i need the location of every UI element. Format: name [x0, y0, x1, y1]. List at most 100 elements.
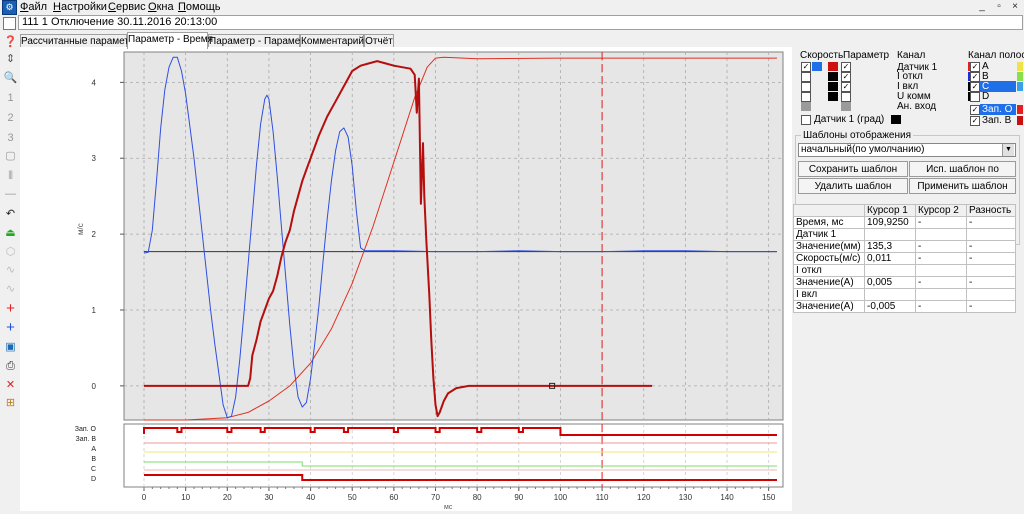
cursor-1-icon[interactable]: 1: [7, 92, 14, 104]
menu-bar: ⚙ Файл Настройки Сервис Окна Помощь _ ▫ …: [0, 0, 1024, 15]
band-checkbox-zap-o[interactable]: ✓: [970, 105, 980, 115]
print-icon[interactable]: ⎙: [6, 360, 15, 372]
add-red-icon[interactable]: +: [6, 300, 15, 317]
speed-color-5: [801, 102, 811, 111]
grid-icon[interactable]: ⊞: [5, 397, 16, 409]
speed-checkbox-2[interactable]: [801, 72, 811, 82]
band-color-b[interactable]: [1017, 72, 1023, 81]
table-row[interactable]: Датчик 1: [793, 228, 1016, 241]
table-row[interactable]: Значение(А) -0,005- -: [793, 300, 1016, 313]
wave-icon[interactable]: ∿: [5, 264, 16, 276]
cursor-3-icon[interactable]: 3: [7, 132, 14, 144]
param-color-1[interactable]: [828, 62, 838, 71]
table-cell: [864, 264, 916, 277]
param-color-2[interactable]: [828, 72, 838, 81]
param-checkbox-2[interactable]: ✓: [841, 72, 851, 82]
save-template-as-button[interactable]: Сохранить шаблон как...: [798, 161, 908, 191]
speed-checkbox-1[interactable]: ✓: [801, 62, 811, 72]
help-icon[interactable]: ❓: [3, 36, 18, 48]
grid: [124, 52, 783, 487]
menu-help[interactable]: Помощь: [178, 1, 221, 13]
tab-calculated-params[interactable]: Рассчитанные параметры: [20, 34, 142, 48]
sensor-deg-label: Датчик 1 (град): [814, 114, 885, 125]
minimize-icon[interactable]: _: [979, 1, 985, 12]
use-default-template-button[interactable]: Исп. шаблон по умолч.: [909, 161, 1016, 191]
table-row[interactable]: Скорость(м/с) 0,011- -: [793, 252, 1016, 265]
speed-checkbox-4[interactable]: [801, 92, 811, 102]
param-checkbox-4[interactable]: [841, 92, 851, 102]
digital-channel-label: D: [91, 476, 96, 483]
digital-channel-label: Зап. О: [75, 426, 97, 433]
add-blue-icon[interactable]: +: [6, 319, 15, 336]
tab-report[interactable]: Отчёт: [364, 34, 394, 48]
band-color-zap-v[interactable]: [1017, 116, 1023, 125]
table-row[interactable]: I откл: [793, 264, 1016, 277]
sensor-deg-checkbox[interactable]: [801, 115, 811, 125]
channel-label-1: Датчик 1: [897, 62, 938, 73]
menu-file[interactable]: Файл: [20, 1, 48, 13]
speed-checkbox-3[interactable]: [801, 82, 811, 92]
chart-svg[interactable]: 0 1 2 3 4 0 10 20 30 40 50 60 70 80 90 100 110 120 130 140…: [20, 47, 792, 511]
template-select[interactable]: начальный(по умолчанию) ▼: [798, 143, 1016, 157]
table-cell: Время, мс: [793, 216, 865, 229]
close-window-icon[interactable]: ×: [1012, 1, 1018, 12]
param-checkbox-1[interactable]: ✓: [841, 62, 851, 72]
band-label-zap-v: Зап. В: [982, 115, 1012, 126]
menu-service[interactable]: Сервис: [108, 1, 146, 13]
chevron-down-icon[interactable]: ▼: [1002, 144, 1014, 156]
table-cell: 109,9250: [864, 216, 916, 229]
x-tick-label: 140: [720, 493, 734, 502]
table-cell: [915, 288, 967, 301]
restore-icon[interactable]: ▫: [997, 1, 1001, 12]
tab-param-time[interactable]: Параметр - Время: [127, 32, 213, 49]
table-cell: -: [915, 216, 967, 229]
table-row[interactable]: I вкл: [793, 288, 1016, 301]
menu-settings[interactable]: Настройки: [53, 1, 107, 13]
param-color-4[interactable]: [828, 92, 838, 101]
delete-template-button[interactable]: Удалить шаблон: [798, 178, 908, 194]
bar-icon[interactable]: ⫴: [8, 170, 13, 182]
select-icon[interactable]: ▣: [5, 341, 16, 353]
table-cell: -: [915, 252, 967, 265]
data-marker[interactable]: [549, 382, 556, 389]
tab-comment[interactable]: Комментарий: [300, 34, 364, 48]
param-color-3[interactable]: [828, 82, 838, 91]
table-cell: -: [966, 216, 1016, 229]
sensor-deg-color[interactable]: [891, 115, 901, 124]
marker-icon[interactable]: ⏏: [5, 227, 16, 239]
band-color-zap-o[interactable]: [1017, 105, 1023, 114]
band-checkbox-zap-v[interactable]: ✓: [970, 116, 980, 126]
shape-icon[interactable]: ⬡: [5, 246, 16, 258]
band-checkbox-d[interactable]: [970, 92, 980, 102]
table-header: Курсор 2: [915, 204, 967, 217]
band-checkbox-a[interactable]: ✓: [970, 62, 980, 72]
plot-area[interactable]: 0 1 2 3 4 0 10 20 30 40 50 60 70 80 90 100 110 120 130 140…: [20, 47, 792, 511]
frame-icon[interactable]: ▢: [5, 150, 16, 162]
undo-icon[interactable]: ↶: [5, 208, 16, 220]
series-line-1: [143, 56, 777, 419]
close-icon[interactable]: ✕: [5, 379, 16, 391]
wave2-icon[interactable]: ∿: [5, 283, 16, 295]
table-cell: [915, 264, 967, 277]
speed-color-1[interactable]: [812, 62, 822, 71]
fit-icon[interactable]: ⇕: [5, 53, 16, 65]
band-color-a[interactable]: [1017, 62, 1023, 71]
band-checkbox-b[interactable]: ✓: [970, 72, 980, 82]
band-color-c[interactable]: [1017, 82, 1023, 91]
zoom-icon[interactable]: 🔍: [3, 72, 18, 84]
table-row[interactable]: Время, мс 109,9250- -: [793, 216, 1016, 229]
apply-template-button[interactable]: Применить шаблон: [909, 178, 1016, 194]
table-row[interactable]: Значение(мм) 135,3- -: [793, 240, 1016, 253]
band-checkbox-c[interactable]: ✓: [970, 82, 980, 92]
menu-windows[interactable]: Окна: [148, 1, 174, 13]
app-icon[interactable]: ⚙: [2, 0, 17, 15]
table-cell: -: [915, 276, 967, 289]
table-cell: -0,005: [864, 300, 916, 313]
param-checkbox-3[interactable]: ✓: [841, 82, 851, 92]
tab-param-param[interactable]: Параметр - Параметр: [208, 34, 310, 48]
cursor-2-icon[interactable]: 2: [7, 112, 14, 124]
open-icon[interactable]: [3, 17, 16, 30]
line-icon[interactable]: —: [5, 188, 16, 200]
table-row[interactable]: Значение(А) 0,005- -: [793, 276, 1016, 289]
